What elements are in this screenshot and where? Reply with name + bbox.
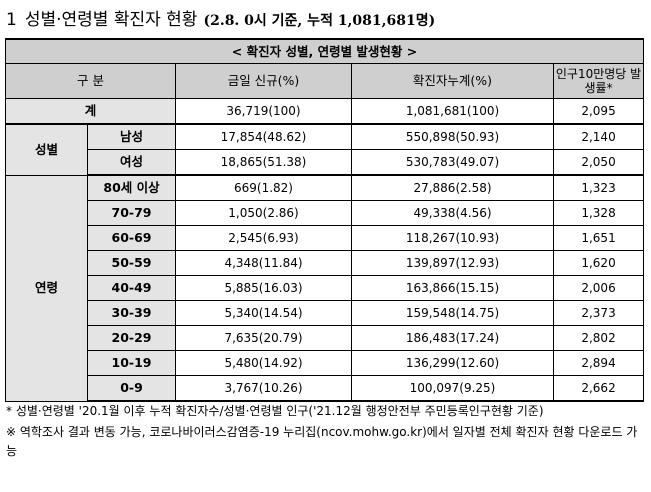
row-cumulative: 163,866(15.15) (351, 275, 554, 301)
row-cumulative: 159,548(14.75) (351, 300, 554, 326)
table-caption: < 확진자 성별, 연령별 발생현황 > (4, 38, 645, 64)
row-new-cases: 669(1.82) (175, 174, 352, 201)
row-cumulative: 139,897(12.93) (351, 250, 554, 276)
table-caption-row: < 확진자 성별, 연령별 발생현황 > (4, 38, 645, 64)
row-cumulative: 136,299(12.60) (351, 350, 554, 376)
header-new-cases: 금일 신규(%) (175, 63, 352, 99)
table-row: 0-9 3,767(10.26) 100,097(9.25) 2,662 (6, 375, 645, 402)
row-cumulative: 186,483(17.24) (351, 325, 554, 351)
row-rate: 2,140 (552, 123, 645, 150)
row-new-cases: 17,854(48.62) (175, 123, 352, 150)
table-row: 10-19 5,480(14.92) 136,299(12.60) 2,894 (6, 350, 645, 376)
table-row: 성별 남성 17,854(48.62) 550,898(50.93) 2,140 (5, 123, 645, 176)
total-label: 계 (5, 98, 176, 125)
header-category: 구 분 (5, 63, 176, 99)
row-new-cases: 1,050(2.86) (175, 200, 352, 226)
row-new-cases: 5,885(16.03) (175, 275, 352, 301)
row-rate: 2,802 (552, 325, 645, 351)
row-label: 남성 (87, 123, 176, 150)
row-cumulative: 49,338(4.56) (351, 200, 554, 226)
row-new-cases: 18,865(51.38) (175, 149, 352, 176)
row-label: 30-39 (87, 300, 176, 326)
row-rate: 2,373 (552, 300, 645, 326)
row-rate: 2,894 (552, 350, 645, 376)
row-cumulative: 100,097(9.25) (351, 375, 554, 402)
confirmed-cases-table: < 확진자 성별, 연령별 발생현황 > 구 분 금일 신규(%) 확진자누계(… (4, 38, 645, 402)
row-rate: 1,328 (552, 200, 645, 226)
table-row: 20-29 7,635(20.79) 186,483(17.24) 2,802 (6, 325, 645, 351)
footnote-download: ※ 역학조사 결과 변동 가능, 코로나바이러스감염증-19 누리집(ncov.… (6, 425, 638, 458)
section-number: 1 (6, 10, 17, 30)
row-label: 80세 이상 (87, 174, 176, 201)
table-row: 연령 80세 이상 669(1.82) 27,886(2.58) 1,323 (5, 174, 645, 402)
table-row: 70-79 1,050(2.86) 49,338(4.56) 1,328 (6, 200, 645, 226)
header-cumulative: 확진자누계(%) (351, 63, 554, 99)
row-label: 10-19 (87, 350, 176, 376)
table-header-row: 구 분 금일 신규(%) 확진자누계(%) 인구10만명당 발생률* (5, 63, 645, 99)
total-new-cases: 36,719(100) (175, 98, 352, 125)
row-label: 40-49 (87, 275, 176, 301)
row-label: 20-29 (87, 325, 176, 351)
row-cumulative: 550,898(50.93) (351, 123, 554, 150)
row-new-cases: 3,767(10.26) (175, 375, 352, 402)
row-new-cases: 7,635(20.79) (175, 325, 352, 351)
row-rate: 1,323 (552, 174, 645, 201)
row-new-cases: 2,545(6.93) (175, 225, 352, 251)
section-heading: 1 성별·연령별 확진자 현황 (2.8. 0시 기준, 누적 1,081,681명… (6, 8, 646, 32)
row-new-cases: 5,340(14.54) (175, 300, 352, 326)
table-row: 40-49 5,885(16.03) 163,866(15.15) 2,006 (6, 275, 645, 301)
row-new-cases: 4,348(11.84) (175, 250, 352, 276)
row-cumulative: 27,886(2.58) (351, 174, 554, 201)
footnote-population: * 성별·연령별 '20.1월 이후 누적 확진자수/성별·연령별 인구('21… (6, 404, 544, 418)
footnotes: * 성별·연령별 '20.1월 이후 누적 확진자수/성별·연령별 인구('21… (6, 402, 646, 463)
header-rate: 인구10만명당 발생률* (552, 63, 645, 99)
row-rate: 1,651 (552, 225, 645, 251)
total-cumulative: 1,081,681(100) (351, 98, 554, 125)
gender-group-label: 성별 (5, 123, 88, 176)
row-label: 60-69 (87, 225, 176, 251)
row-rate: 2,006 (552, 275, 645, 301)
row-rate: 2,662 (552, 375, 645, 402)
age-group-label: 연령 (5, 174, 88, 402)
row-label: 50-59 (87, 250, 176, 276)
row-rate: 2,050 (552, 149, 645, 176)
row-cumulative: 118,267(10.93) (351, 225, 554, 251)
table-row: 30-39 5,340(14.54) 159,548(14.75) 2,373 (6, 300, 645, 326)
row-rate: 1,620 (552, 250, 645, 276)
row-cumulative: 530,783(49.07) (351, 149, 554, 176)
row-label: 70-79 (87, 200, 176, 226)
table-row: 60-69 2,545(6.93) 118,267(10.93) 1,651 (6, 225, 645, 251)
table-row: 여성 18,865(51.38) 530,783(49.07) 2,050 (6, 149, 645, 176)
section-title: 성별·연령별 확진자 현황 (24, 10, 198, 30)
table-row-total: 계 36,719(100) 1,081,681(100) 2,095 (5, 98, 645, 125)
total-rate: 2,095 (552, 98, 645, 125)
row-label: 0-9 (87, 375, 176, 402)
table-row: 50-59 4,348(11.84) 139,897(12.93) 1,620 (6, 250, 645, 276)
row-new-cases: 5,480(14.92) (175, 350, 352, 376)
row-label: 여성 (87, 149, 176, 176)
section-subtitle: (2.8. 0시 기준, 누적 1,081,681명) (203, 13, 436, 29)
